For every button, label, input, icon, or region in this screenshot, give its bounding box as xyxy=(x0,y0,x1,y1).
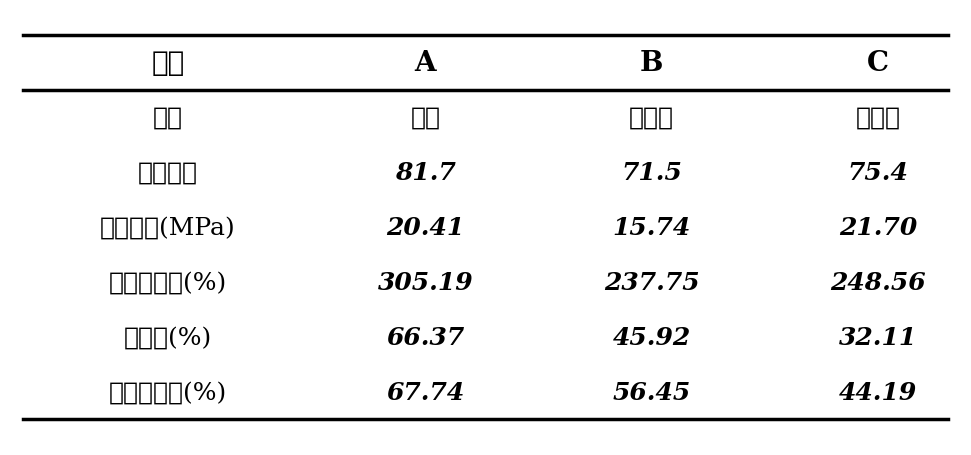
Text: 透明: 透明 xyxy=(411,106,440,130)
Text: 甲苯吸收率(%): 甲苯吸收率(%) xyxy=(109,381,227,404)
Text: 66.37: 66.37 xyxy=(386,325,464,349)
Text: 外观: 外观 xyxy=(152,106,183,129)
Text: 32.11: 32.11 xyxy=(839,325,917,349)
Text: 81.7: 81.7 xyxy=(395,161,455,185)
Text: 67.74: 67.74 xyxy=(386,380,464,404)
Text: 性能: 性能 xyxy=(151,50,184,76)
Text: 305.19: 305.19 xyxy=(378,270,473,294)
Text: A: A xyxy=(415,50,436,76)
Text: 拉伸强度(MPa): 拉伸强度(MPa) xyxy=(100,216,236,239)
Text: 71.5: 71.5 xyxy=(621,161,682,185)
Text: 半透明: 半透明 xyxy=(855,106,900,130)
Text: 半透明: 半透明 xyxy=(629,106,674,130)
Text: 邵氏硬度: 邵氏硬度 xyxy=(138,161,198,184)
Text: 45.92: 45.92 xyxy=(613,325,690,349)
Text: 44.19: 44.19 xyxy=(839,380,917,404)
Text: 断裂伸长率(%): 断裂伸长率(%) xyxy=(109,271,227,294)
Text: 248.56: 248.56 xyxy=(830,270,925,294)
Text: 75.4: 75.4 xyxy=(848,161,908,185)
Text: 15.74: 15.74 xyxy=(613,216,690,239)
Text: 21.70: 21.70 xyxy=(839,216,917,239)
Text: 56.45: 56.45 xyxy=(613,380,690,404)
Text: B: B xyxy=(640,50,663,76)
Text: C: C xyxy=(867,50,888,76)
Text: 20.41: 20.41 xyxy=(386,216,464,239)
Text: 237.75: 237.75 xyxy=(604,270,699,294)
Text: 吸水率(%): 吸水率(%) xyxy=(123,326,212,349)
